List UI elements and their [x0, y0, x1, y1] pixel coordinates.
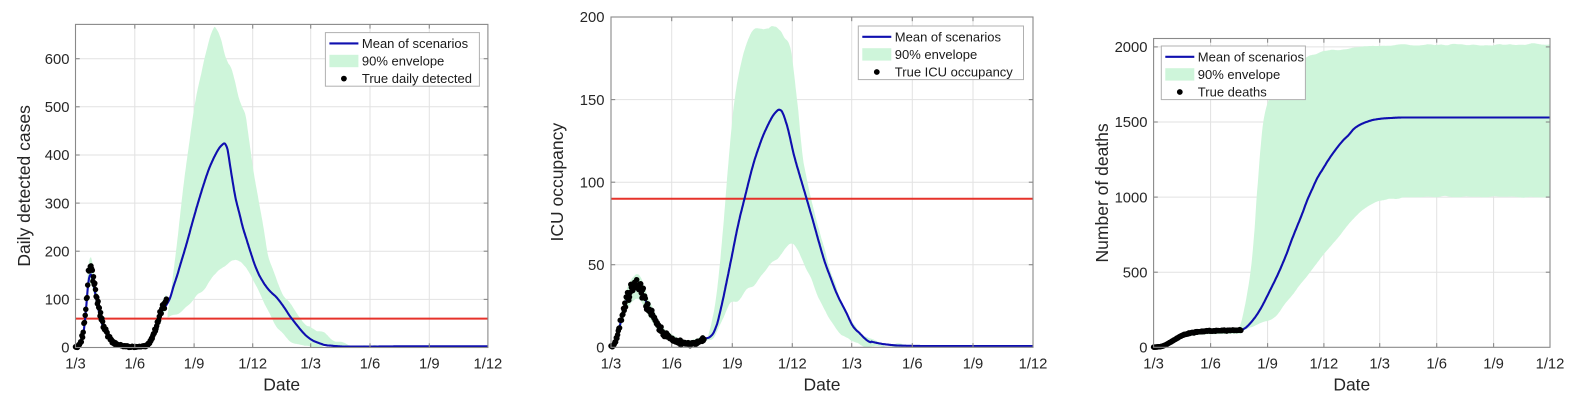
svg-text:200: 200: [580, 10, 605, 26]
svg-text:1/9: 1/9: [1483, 357, 1504, 373]
svg-text:0: 0: [61, 341, 69, 357]
svg-text:1/6: 1/6: [360, 357, 381, 373]
svg-text:True deaths: True deaths: [1198, 85, 1267, 100]
svg-text:Number of deaths: Number of deaths: [1092, 123, 1112, 262]
svg-text:90% envelope: 90% envelope: [362, 54, 444, 69]
svg-text:100: 100: [580, 175, 605, 191]
svg-text:ICU occupancy: ICU occupancy: [547, 123, 567, 242]
svg-text:Mean of scenarios: Mean of scenarios: [362, 36, 469, 51]
svg-text:0: 0: [1139, 341, 1147, 357]
svg-text:1/3: 1/3: [841, 357, 862, 373]
svg-text:1/3: 1/3: [1369, 357, 1390, 373]
svg-text:1/6: 1/6: [1200, 357, 1221, 373]
svg-text:True ICU occupancy: True ICU occupancy: [895, 65, 1014, 80]
svg-text:1/9: 1/9: [419, 357, 440, 373]
svg-text:1/12: 1/12: [1536, 357, 1565, 373]
svg-text:1/6: 1/6: [661, 357, 682, 373]
svg-text:Date: Date: [1333, 375, 1370, 395]
svg-text:2000: 2000: [1115, 40, 1148, 56]
svg-text:1500: 1500: [1115, 115, 1148, 131]
svg-text:1/12: 1/12: [778, 357, 807, 373]
svg-text:1/3: 1/3: [601, 357, 622, 373]
svg-text:500: 500: [45, 100, 70, 116]
svg-text:300: 300: [45, 196, 70, 212]
svg-text:1/12: 1/12: [1309, 357, 1338, 373]
svg-text:1/6: 1/6: [902, 357, 923, 373]
svg-text:1/3: 1/3: [300, 357, 321, 373]
svg-text:Date: Date: [263, 375, 300, 395]
svg-text:1/9: 1/9: [722, 357, 743, 373]
svg-text:True daily detected: True daily detected: [362, 71, 472, 86]
svg-text:1/3: 1/3: [65, 357, 86, 373]
svg-text:50: 50: [588, 258, 604, 274]
svg-text:Mean of scenarios: Mean of scenarios: [895, 29, 1002, 44]
svg-text:1/12: 1/12: [473, 357, 502, 373]
svg-text:600: 600: [45, 52, 70, 68]
svg-text:1/9: 1/9: [963, 357, 984, 373]
svg-text:1/3: 1/3: [1143, 357, 1164, 373]
svg-text:90% envelope: 90% envelope: [895, 47, 977, 62]
svg-text:1/9: 1/9: [1257, 357, 1278, 373]
svg-text:Daily detected cases: Daily detected cases: [14, 105, 34, 267]
svg-text:90% envelope: 90% envelope: [1198, 67, 1280, 82]
svg-text:150: 150: [580, 93, 605, 109]
svg-text:1/6: 1/6: [1426, 357, 1447, 373]
svg-text:1/9: 1/9: [184, 357, 205, 373]
svg-text:Date: Date: [804, 375, 841, 395]
svg-text:200: 200: [45, 244, 70, 260]
svg-text:100: 100: [45, 293, 70, 309]
svg-text:500: 500: [1123, 265, 1148, 281]
svg-text:0: 0: [596, 341, 604, 357]
svg-text:1/12: 1/12: [238, 357, 267, 373]
svg-text:1000: 1000: [1115, 190, 1148, 206]
svg-text:400: 400: [45, 148, 70, 164]
svg-text:Mean of scenarios: Mean of scenarios: [1198, 49, 1305, 64]
svg-text:1/6: 1/6: [125, 357, 146, 373]
svg-text:1/12: 1/12: [1019, 357, 1048, 373]
